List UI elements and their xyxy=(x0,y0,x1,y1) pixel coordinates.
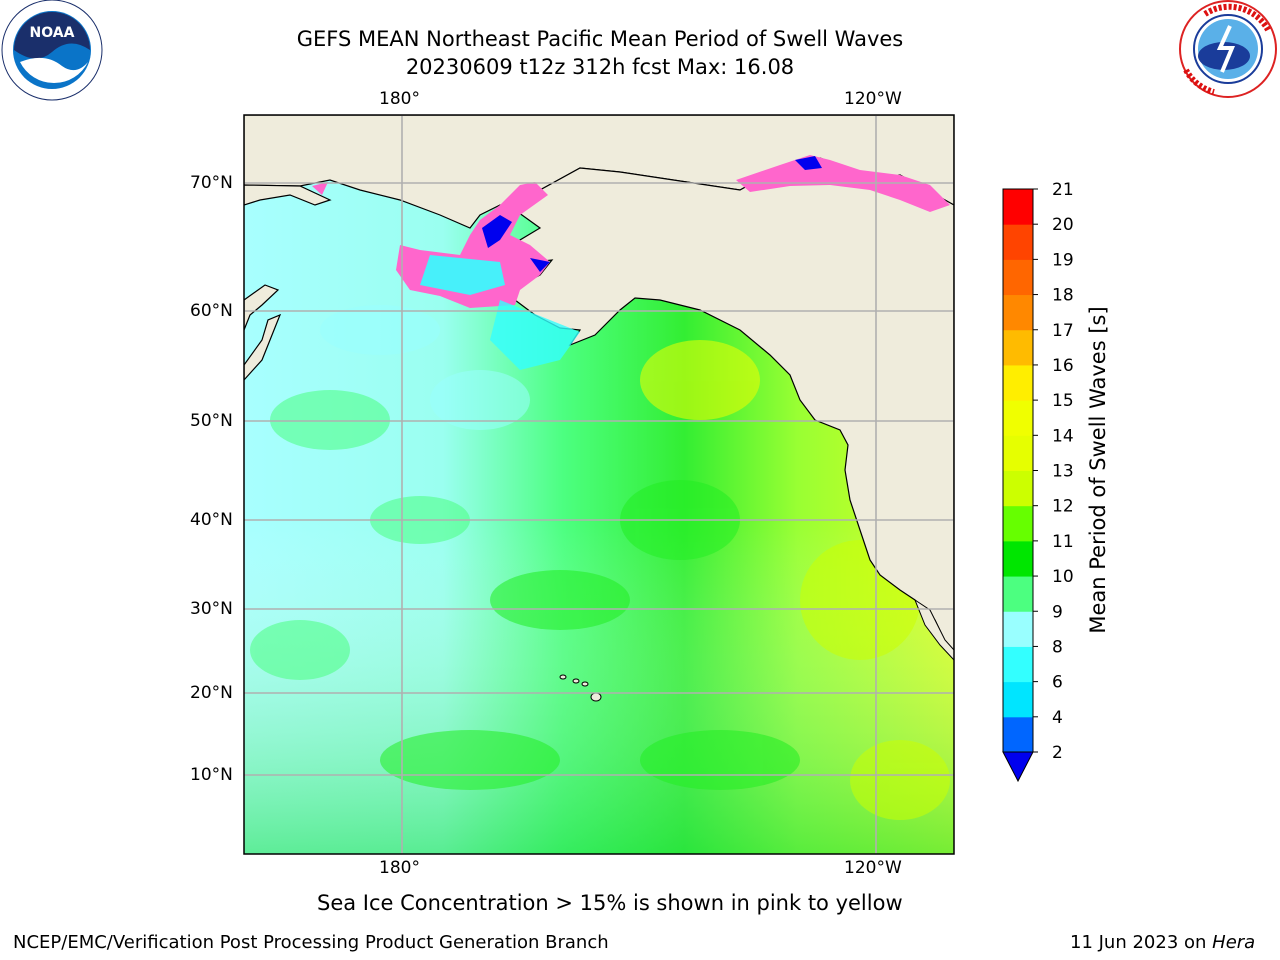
colorbar-tick-label: 9 xyxy=(1052,602,1063,622)
colorbar-tick-label: 21 xyxy=(1052,180,1074,200)
lat-label-10n: 10°N xyxy=(190,765,233,785)
colorbar-tick-label: 4 xyxy=(1052,708,1063,728)
lon-label-bottom-120w: 120°W xyxy=(844,858,902,878)
lon-label-bottom-180: 180° xyxy=(379,858,420,878)
lat-label-40n: 40°N xyxy=(190,510,233,530)
footer-credit: NCEP/EMC/Verification Post Processing Pr… xyxy=(13,932,609,953)
lat-label-70n: 70°N xyxy=(190,173,233,193)
colorbar-tick-label: 20 xyxy=(1052,215,1074,235)
lat-label-20n: 20°N xyxy=(190,683,233,703)
colorbar-bin xyxy=(1003,259,1033,296)
nws-logo xyxy=(1179,0,1277,98)
colorbar-tick-label: 2 xyxy=(1052,743,1063,763)
colorbar-bin xyxy=(1003,189,1033,225)
colorbar-tick-label: 19 xyxy=(1052,250,1074,270)
colorbar-bin xyxy=(1003,294,1033,331)
colorbar-bin xyxy=(1003,576,1033,612)
footer-host: Hera xyxy=(1212,932,1256,953)
colorbar-tick-label: 8 xyxy=(1052,637,1063,657)
sea-ice xyxy=(312,155,950,370)
lat-label-60n: 60°N xyxy=(190,301,233,321)
colorbar-extend-arrow xyxy=(1002,751,1034,783)
colorbar-bin xyxy=(1003,540,1033,577)
colorbar-bin xyxy=(1003,646,1033,683)
map-title-line1: GEFS MEAN Northeast Pacific Mean Period … xyxy=(296,27,904,51)
colorbar-bin xyxy=(1003,400,1033,436)
colorbar-bin xyxy=(1003,364,1033,401)
footer-date: 11 Jun 2023 on Hera xyxy=(1070,932,1255,953)
colorbar-bin xyxy=(1003,681,1033,718)
colorbar-tick-label: 6 xyxy=(1052,673,1063,693)
colorbar-tick-label: 14 xyxy=(1052,426,1074,446)
map-frame xyxy=(243,114,955,855)
lon-label-top-180: 180° xyxy=(379,89,420,109)
hawaii-islands xyxy=(559,674,602,702)
colorbar-bin xyxy=(1003,435,1033,471)
colorbar-tick-label: 13 xyxy=(1052,462,1074,482)
colorbar: 2 4 6 8 9 10 11 12 13 14 15 16 17 18 19 20 21 xyxy=(1002,180,1074,783)
colorbar-bin xyxy=(1003,224,1033,260)
colorbar-bin xyxy=(1003,611,1033,647)
noaa-logo-text: NOAA xyxy=(30,25,75,41)
colorbar-tick-label: 17 xyxy=(1052,321,1074,341)
map-area xyxy=(244,115,954,854)
colorbar-tick-label: 11 xyxy=(1052,532,1074,552)
noaa-logo: NOAA xyxy=(1,0,103,101)
colorbar-tick-label: 16 xyxy=(1052,356,1074,376)
colorbar-bin xyxy=(1003,505,1033,542)
footer-date-text: 11 Jun 2023 on xyxy=(1070,932,1213,953)
graticule xyxy=(244,115,954,854)
colorbar-bin xyxy=(1003,329,1033,366)
colorbar-tick-label: 15 xyxy=(1052,391,1074,411)
colorbar-tick-label: 10 xyxy=(1052,567,1074,587)
sea-ice-note: Sea Ice Concentration > 15% is shown in … xyxy=(317,891,903,915)
colorbar-tick-label: 12 xyxy=(1052,497,1074,517)
lat-label-50n: 50°N xyxy=(190,411,233,431)
colorbar-tick-label: 18 xyxy=(1052,286,1074,306)
colorbar-bin xyxy=(1003,470,1033,507)
map-title-line2: 20230609 t12z 312h fcst Max: 16.08 xyxy=(405,55,795,79)
colorbar-label: Mean Period of Swell Waves [s] xyxy=(1086,306,1110,634)
lon-label-top-120w: 120°W xyxy=(844,89,902,109)
colorbar-bin xyxy=(1003,716,1033,753)
lat-label-30n: 30°N xyxy=(190,599,233,619)
